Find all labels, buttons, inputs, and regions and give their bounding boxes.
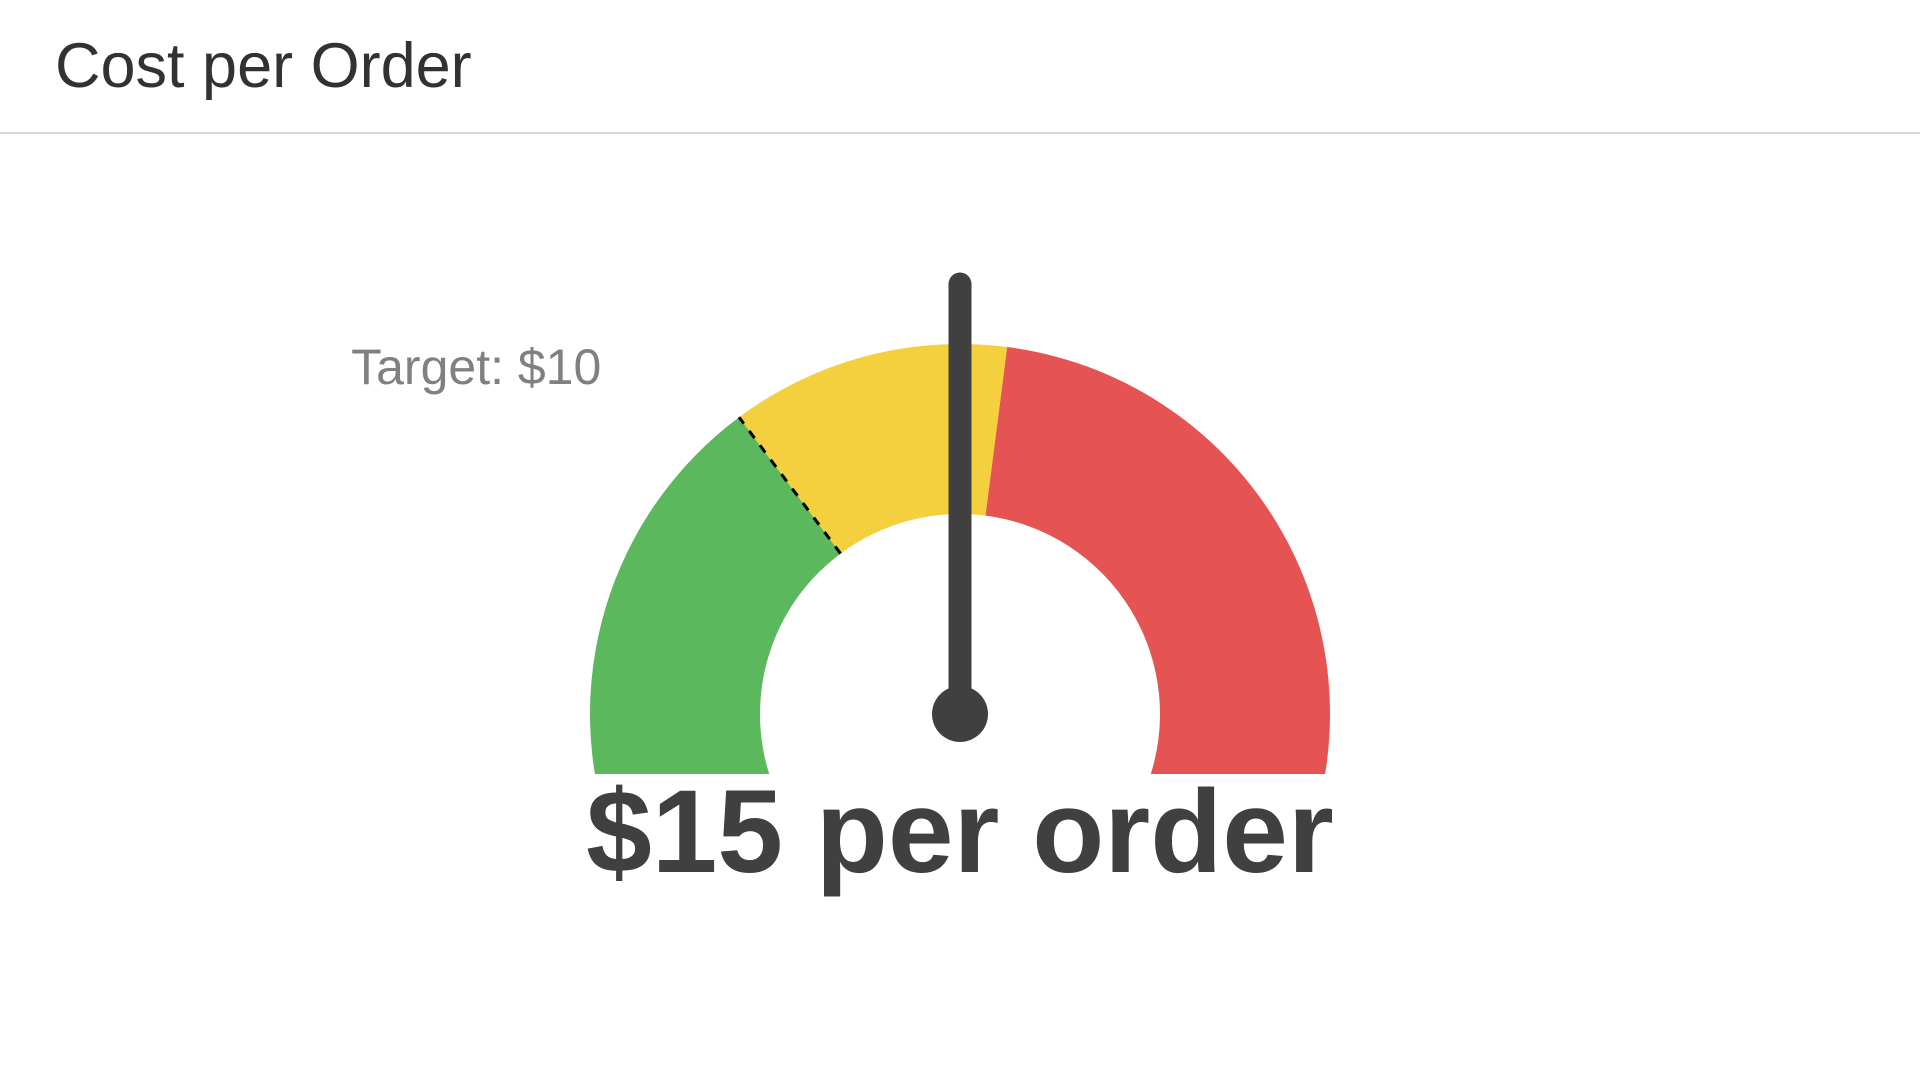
gauge-container: Target: $10 [0,134,1920,774]
card-title: Cost per Order [0,0,1920,134]
value-label: $15 per order [0,764,1920,900]
target-label: Target: $10 [351,338,601,396]
kpi-card: Cost per Order Target: $10 $15 per order [0,0,1920,1077]
gauge-chart [0,134,1920,774]
